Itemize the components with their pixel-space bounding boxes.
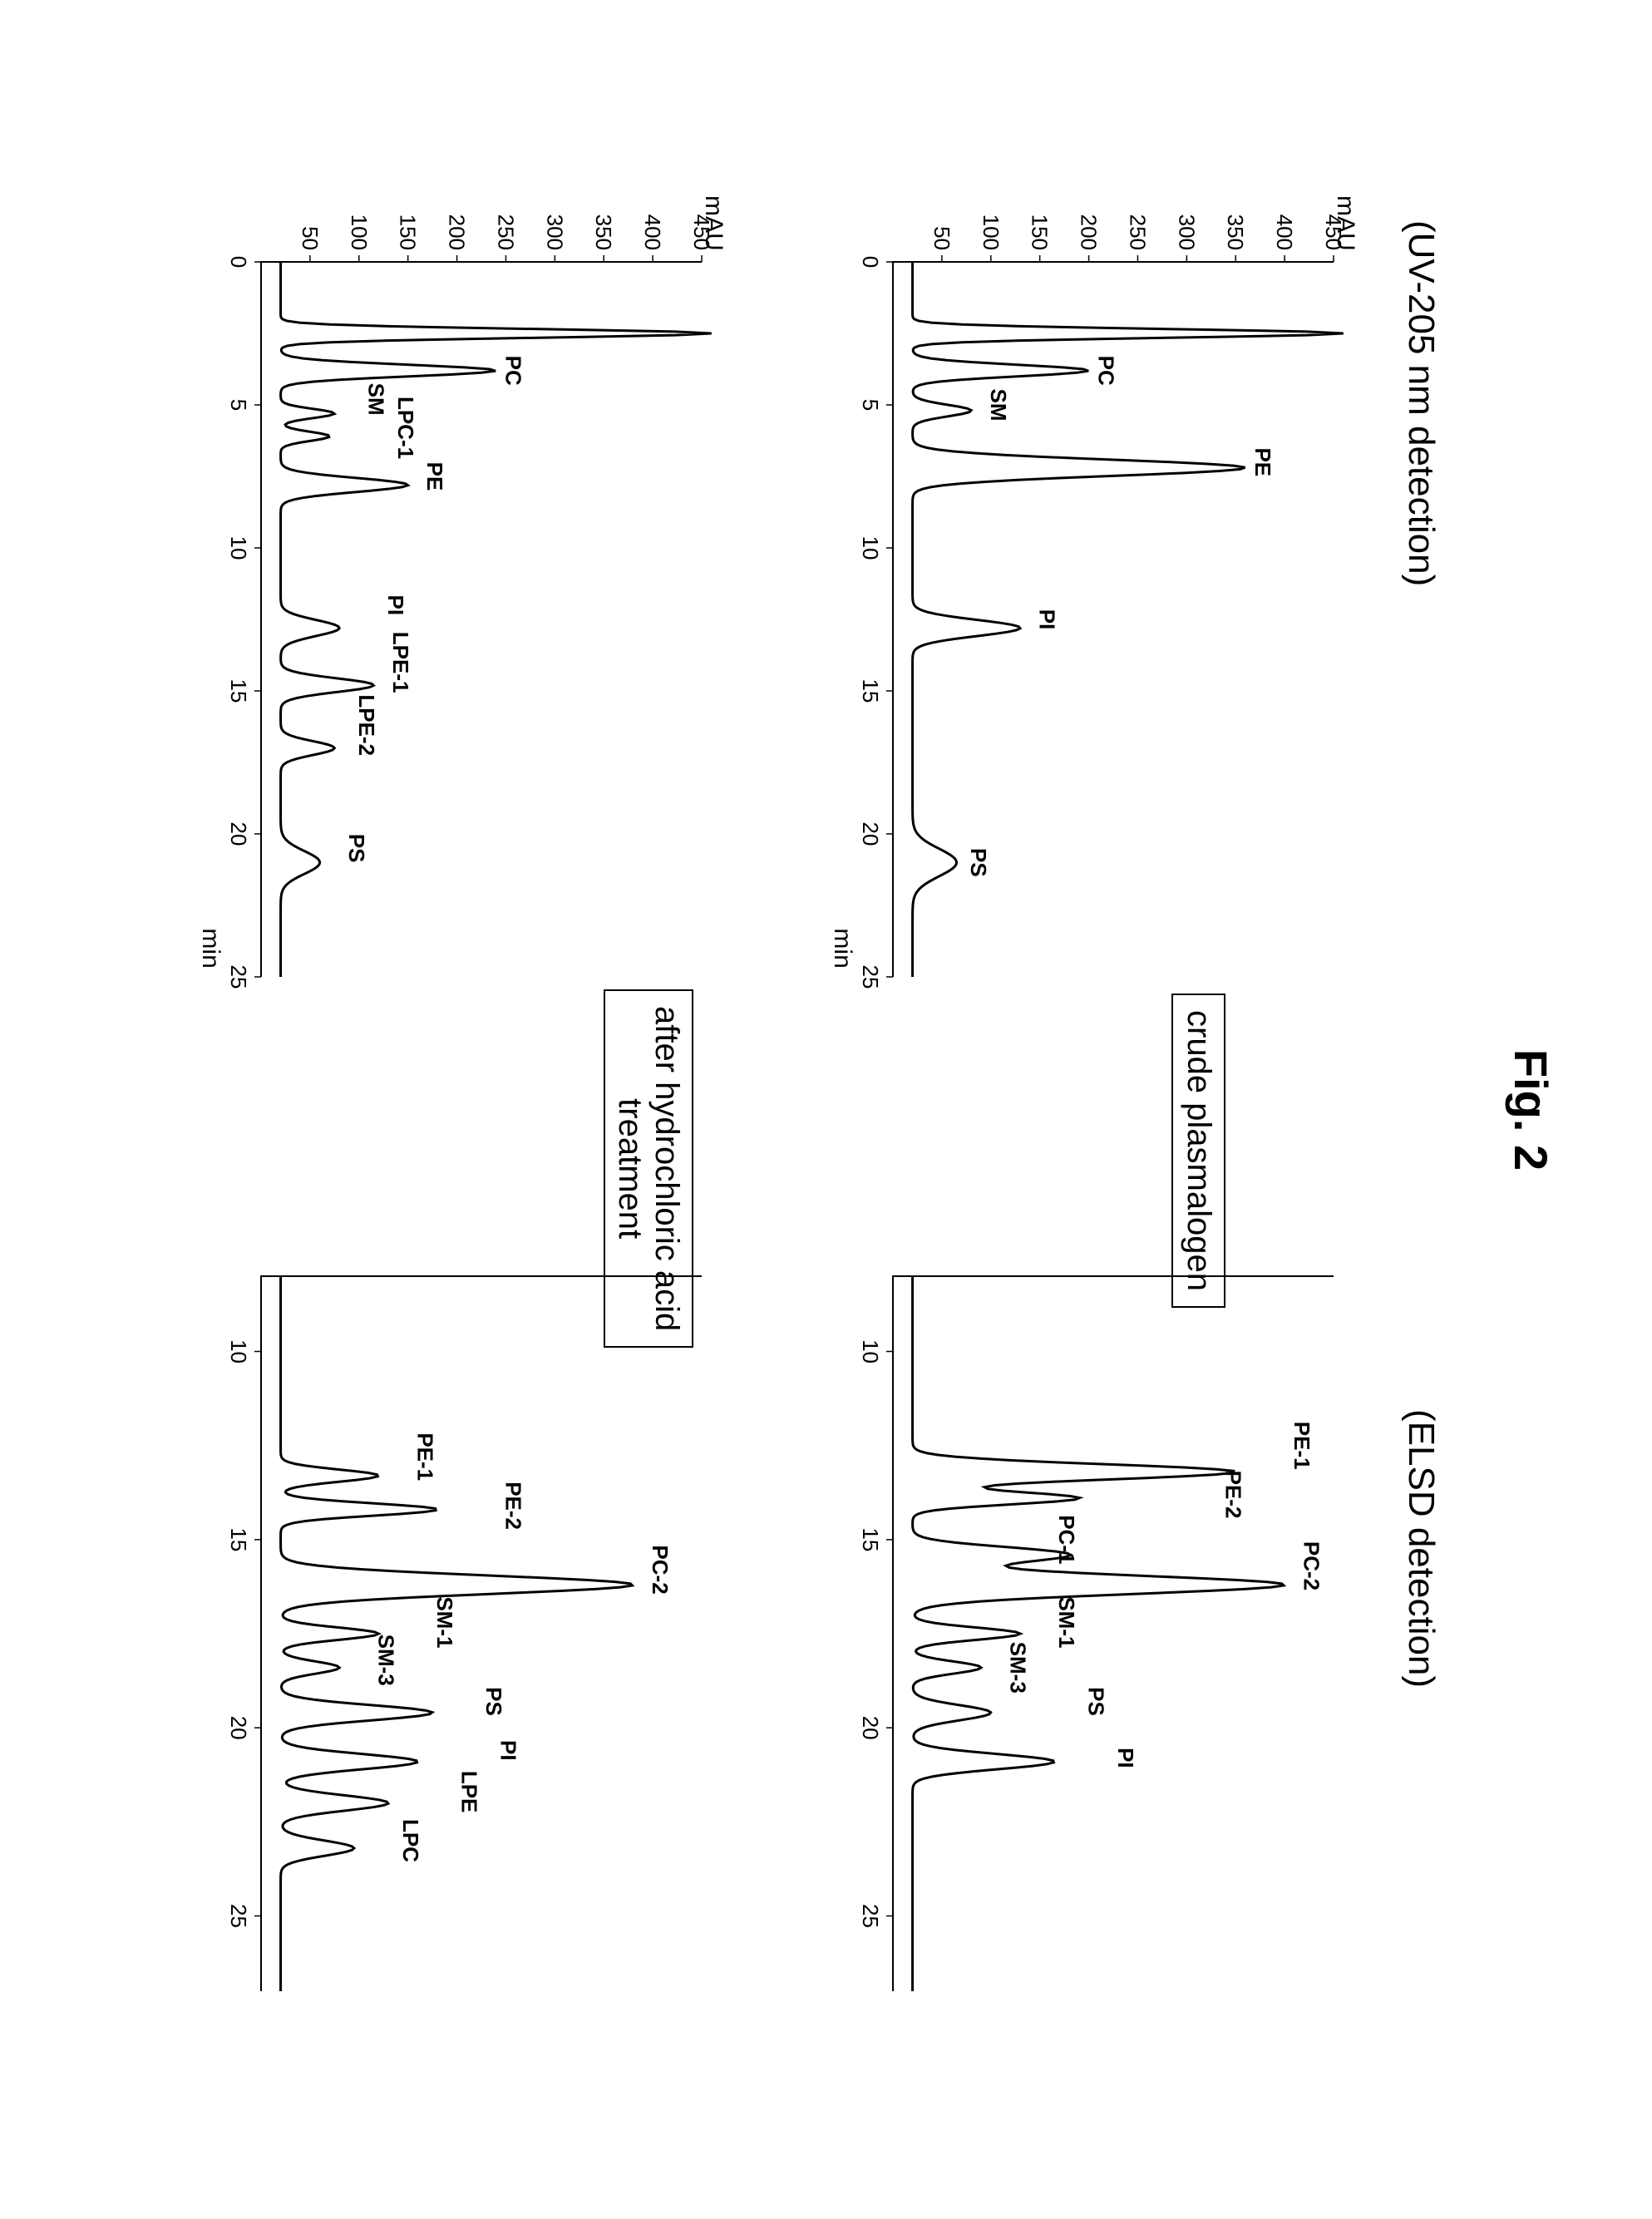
svg-text:LPE-1: LPE-1 — [388, 631, 413, 693]
svg-text:LPC-1: LPC-1 — [392, 396, 417, 458]
svg-text:SM-3: SM-3 — [1005, 1641, 1030, 1693]
svg-text:LPE: LPE — [456, 1770, 481, 1812]
svg-text:PI: PI — [1112, 1748, 1137, 1768]
svg-text:SM: SM — [363, 382, 388, 415]
svg-text:25: 25 — [226, 1904, 251, 1928]
elsd-detection-label: (ELSD detection) — [1400, 1409, 1442, 1688]
svg-text:25: 25 — [858, 964, 883, 989]
svg-text:25: 25 — [858, 1904, 883, 1928]
svg-text:5: 5 — [226, 398, 251, 410]
svg-text:PC-2: PC-2 — [648, 1545, 673, 1594]
svg-text:250: 250 — [1125, 214, 1150, 249]
svg-text:20: 20 — [858, 821, 883, 846]
svg-text:400: 400 — [1272, 214, 1297, 249]
svg-text:400: 400 — [640, 214, 665, 249]
svg-text:PI: PI — [383, 594, 408, 615]
chart-uv-crude: mAU501001502002503003504004500510152025m… — [818, 162, 1359, 994]
svg-text:50: 50 — [297, 226, 322, 250]
svg-text:300: 300 — [1174, 214, 1199, 249]
svg-text:150: 150 — [395, 214, 420, 249]
svg-text:200: 200 — [444, 214, 469, 249]
svg-text:PE-1: PE-1 — [412, 1432, 437, 1481]
svg-text:50: 50 — [929, 226, 954, 250]
svg-text:450: 450 — [689, 214, 714, 249]
svg-text:PS: PS — [344, 833, 369, 862]
svg-text:PE-2: PE-2 — [501, 1482, 525, 1530]
svg-text:15: 15 — [226, 678, 251, 703]
svg-text:min: min — [829, 928, 856, 968]
svg-text:15: 15 — [858, 678, 883, 703]
svg-text:PS: PS — [481, 1687, 505, 1716]
svg-text:25: 25 — [226, 964, 251, 989]
svg-text:10: 10 — [858, 1339, 883, 1363]
svg-text:SM-1: SM-1 — [432, 1596, 457, 1648]
uv-detection-label: (UV-205 nm detection) — [1400, 220, 1442, 586]
svg-text:100: 100 — [346, 214, 371, 249]
svg-text:PE: PE — [1250, 447, 1275, 476]
svg-text:PC: PC — [1093, 355, 1118, 385]
svg-text:10: 10 — [226, 1339, 251, 1363]
svg-text:PC-2: PC-2 — [1299, 1541, 1324, 1590]
svg-text:PE: PE — [422, 461, 447, 491]
svg-text:PE-2: PE-2 — [1221, 1470, 1245, 1518]
svg-text:PI: PI — [496, 1740, 520, 1761]
svg-text:100: 100 — [978, 214, 1003, 249]
svg-text:SM: SM — [985, 388, 1010, 421]
svg-text:0: 0 — [858, 255, 883, 267]
chart-elsd-acid: 10 15 20 25 PE-1 PE-2 PC-2 SM-1 SM-3 PS PI LPE LPC — [186, 1176, 727, 2008]
svg-text:SM-3: SM-3 — [373, 1634, 398, 1685]
svg-text:350: 350 — [591, 214, 616, 249]
svg-text:min: min — [197, 928, 224, 968]
svg-text:10: 10 — [858, 535, 883, 560]
svg-text:LPC: LPC — [397, 1818, 422, 1861]
svg-text:250: 250 — [493, 214, 518, 249]
svg-text:15: 15 — [226, 1527, 251, 1551]
svg-text:PI: PI — [1034, 609, 1059, 629]
svg-text:PC-1: PC-1 — [1054, 1515, 1079, 1564]
svg-text:20: 20 — [858, 1715, 883, 1739]
svg-text:LPE-2: LPE-2 — [353, 694, 378, 756]
svg-text:PS: PS — [1083, 1687, 1108, 1716]
svg-text:10: 10 — [226, 535, 251, 560]
svg-text:PE-1: PE-1 — [1289, 1421, 1314, 1469]
svg-text:0: 0 — [226, 255, 251, 267]
figure-container: Fig. 2 (UV-205 nm detection) (ELSD detec… — [78, 112, 1575, 2108]
svg-text:PC: PC — [501, 355, 525, 385]
svg-text:PS: PS — [966, 848, 991, 877]
figure-title: Fig. 2 — [1504, 1048, 1558, 1170]
svg-text:15: 15 — [858, 1527, 883, 1551]
svg-text:200: 200 — [1076, 214, 1101, 249]
svg-text:20: 20 — [226, 1715, 251, 1739]
svg-text:20: 20 — [226, 821, 251, 846]
svg-text:150: 150 — [1027, 214, 1052, 249]
svg-text:350: 350 — [1223, 214, 1248, 249]
svg-text:450: 450 — [1321, 214, 1346, 249]
chart-elsd-crude: 10 15 20 25 PE-1 PE-2 PC-1 PC-2 SM-1 SM-3 PS PI — [818, 1176, 1359, 2008]
chart-uv-acid: mAU501001502002503003504004500510152025m… — [186, 162, 727, 994]
svg-text:SM-1: SM-1 — [1054, 1596, 1079, 1648]
svg-text:300: 300 — [542, 214, 567, 249]
svg-text:5: 5 — [858, 398, 883, 410]
